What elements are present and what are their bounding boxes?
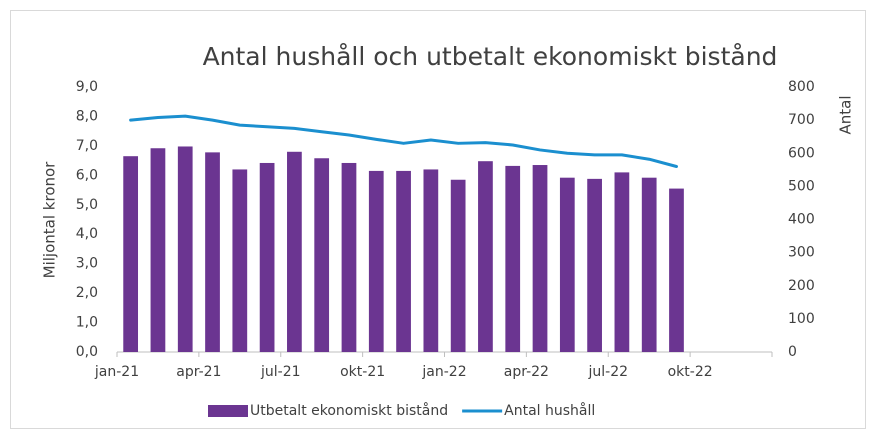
y2-tick-label: 500 xyxy=(788,178,815,194)
bar xyxy=(287,151,302,352)
y2-tick-label: 700 xyxy=(788,112,815,128)
bar xyxy=(205,152,220,352)
bar xyxy=(614,172,630,352)
line xyxy=(129,114,678,168)
bar xyxy=(478,161,493,352)
bar xyxy=(232,169,248,352)
bar xyxy=(532,165,548,352)
y2-tick-label: 200 xyxy=(788,278,815,294)
bar xyxy=(669,188,684,352)
y2-tick-label: 400 xyxy=(788,212,815,228)
bar xyxy=(450,179,466,352)
y2-tick-label: 100 xyxy=(788,311,815,327)
y-tick-label: 7,0 xyxy=(76,138,98,154)
legend-label: Antal hushåll xyxy=(504,402,595,419)
bar xyxy=(259,162,275,352)
x-tick-label: okt-22 xyxy=(668,364,713,380)
x-tick-label: jan-21 xyxy=(94,364,139,380)
y2-tick-label: 600 xyxy=(788,145,815,161)
bar xyxy=(150,148,166,352)
legend-swatch xyxy=(208,405,248,417)
bar xyxy=(123,156,139,352)
legend-label: Utbetalt ekonomiskt bistånd xyxy=(250,402,448,419)
y-tick-label: 4,0 xyxy=(76,226,98,242)
bar xyxy=(641,177,657,352)
bar xyxy=(314,158,330,352)
y2-tick-label: 800 xyxy=(788,79,815,95)
y2-axis-title: Antal xyxy=(837,95,855,134)
y-tick-label: 1,0 xyxy=(76,315,98,331)
bar xyxy=(423,169,439,352)
x-tick-label: okt-21 xyxy=(340,364,385,380)
x-tick-label: jan-22 xyxy=(421,364,466,380)
x-tick-label: jul-21 xyxy=(260,364,301,380)
chart-title: Antal hushåll och utbetalt ekonomiskt bi… xyxy=(203,42,778,71)
bar xyxy=(587,178,602,352)
y2-tick-label: 300 xyxy=(788,245,815,261)
bar xyxy=(368,170,384,352)
y-tick-label: 0,0 xyxy=(76,344,98,360)
x-tick-label: apr-22 xyxy=(504,364,549,380)
y-tick-label: 6,0 xyxy=(76,167,98,183)
bar xyxy=(559,177,575,352)
x-tick-label: apr-21 xyxy=(176,364,221,380)
y2-tick-label: 0 xyxy=(788,344,797,360)
y-tick-label: 3,0 xyxy=(76,256,98,272)
y-axis-title: Miljontal kronor xyxy=(41,161,59,279)
bar xyxy=(177,146,193,352)
y-tick-label: 2,0 xyxy=(76,285,98,301)
x-tick-label: jul-22 xyxy=(587,364,628,380)
y-tick-label: 9,0 xyxy=(76,79,98,95)
y-tick-label: 8,0 xyxy=(76,108,98,124)
bar xyxy=(505,165,521,352)
bar xyxy=(396,170,411,352)
y-tick-label: 5,0 xyxy=(76,197,98,213)
bar xyxy=(341,162,357,352)
